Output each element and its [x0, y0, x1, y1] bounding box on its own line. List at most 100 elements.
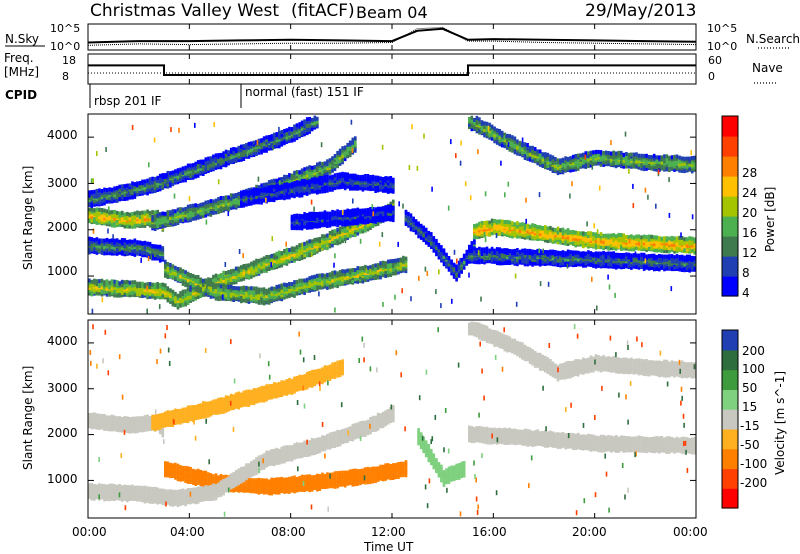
scatter-cell — [128, 242, 132, 246]
scatter-cell — [298, 224, 301, 229]
scatter-cell — [313, 165, 317, 170]
scatter-cell — [361, 279, 365, 284]
scatter-cell — [424, 240, 428, 245]
scatter-cell — [115, 246, 119, 251]
scatter-cell — [247, 294, 251, 299]
scatter-cell — [508, 231, 512, 236]
nave-tick-bottom: 0 — [708, 70, 715, 83]
scatter-cell — [348, 275, 352, 280]
scatter-cell — [343, 179, 347, 184]
scatter-cell — [275, 132, 279, 137]
scatter-cell — [242, 195, 246, 200]
scatter-cell — [526, 223, 529, 228]
scatter-cell — [559, 232, 562, 237]
scatter-cell — [384, 214, 387, 219]
scatter-cell — [161, 173, 165, 178]
scatter-cell — [316, 185, 319, 190]
scatter-cell — [323, 175, 327, 179]
scatter-cell — [217, 283, 220, 288]
scatter-cell — [272, 139, 276, 144]
scatter-cell — [326, 224, 329, 228]
scatter-cell — [265, 186, 268, 191]
scatter-cell — [293, 246, 296, 251]
scatter-cell — [293, 293, 296, 298]
scatter-cell — [283, 295, 286, 300]
scatter-cell — [234, 290, 238, 295]
scatter-cell — [217, 297, 220, 302]
scatter-cell — [113, 216, 116, 221]
scatter-cell — [222, 151, 225, 156]
scatter-cell — [115, 219, 119, 224]
scatter-cell — [280, 189, 284, 194]
scatter-cell — [392, 205, 395, 210]
scatter-cell — [473, 224, 476, 228]
scatter-cell — [257, 197, 261, 201]
scatter-cell — [108, 243, 111, 248]
scatter-cell — [369, 207, 372, 211]
scatter-cell — [328, 160, 332, 165]
scatter-cell — [103, 280, 106, 285]
scatter-cell — [376, 273, 380, 278]
scatter-cell — [212, 209, 215, 214]
scatter-cell — [341, 276, 344, 281]
scatter-cell — [564, 241, 567, 246]
scatter-cell — [551, 169, 555, 173]
scatter-cell — [202, 159, 205, 164]
scatter-cell — [265, 291, 268, 296]
scatter-cell — [164, 259, 167, 264]
scatter-cell — [371, 222, 375, 227]
scatter-cell — [95, 246, 99, 251]
search-noise-line — [87, 26, 697, 46]
scatter-cell — [255, 265, 258, 270]
scatter-cell — [209, 166, 213, 171]
scatter-cell — [219, 196, 223, 200]
scatter-cell — [240, 277, 243, 282]
scatter-cell — [138, 248, 142, 253]
scatter-cell — [549, 228, 552, 233]
scatter-cell — [356, 231, 360, 236]
scatter-cell — [386, 205, 390, 209]
scatter-cell — [300, 285, 304, 290]
scatter-cell — [126, 216, 129, 221]
scatter-cell — [224, 287, 228, 292]
scatter-cell — [541, 229, 545, 234]
scatter-cell — [262, 194, 266, 199]
scatter-cell — [219, 281, 223, 286]
scatter-cell — [207, 277, 210, 282]
scatter-cell — [513, 226, 517, 231]
scatter-cell — [338, 210, 342, 215]
scatter-cell — [90, 192, 94, 197]
scatter-cell — [356, 221, 360, 226]
scatter-cell — [316, 273, 319, 278]
scatter-cell — [120, 289, 124, 294]
scatter-cell — [478, 117, 481, 122]
scatter-cell — [366, 223, 370, 228]
scatter-cell — [100, 220, 104, 225]
scatter-cell — [224, 274, 228, 279]
scatter-cell — [179, 269, 182, 274]
scatter-cell — [90, 207, 94, 212]
scatter-cell — [267, 267, 271, 271]
scatter-cell — [333, 282, 337, 287]
scatter-cell — [110, 245, 114, 250]
scatter-cell — [115, 280, 119, 285]
scatter-cell — [376, 216, 380, 221]
scatter-cell — [364, 218, 367, 223]
scatter-cell — [161, 224, 165, 229]
scatter-cell — [554, 160, 557, 165]
scatter-cell — [169, 183, 172, 188]
scatter-cell — [678, 241, 681, 246]
scatter-cell — [564, 163, 567, 168]
scatter-cell — [381, 177, 385, 181]
scatter-cell — [336, 153, 339, 158]
scatter-cell — [242, 285, 246, 290]
scatter-cell — [617, 236, 621, 241]
scatter-cell — [313, 177, 317, 182]
scatter-cell — [326, 239, 329, 244]
scatter-cell — [194, 292, 197, 297]
scatter-cell — [95, 282, 99, 287]
scatter-cell — [194, 208, 197, 213]
scatter-cell — [158, 247, 162, 252]
scatter-cell — [498, 131, 501, 136]
scatter-cell — [245, 263, 248, 268]
